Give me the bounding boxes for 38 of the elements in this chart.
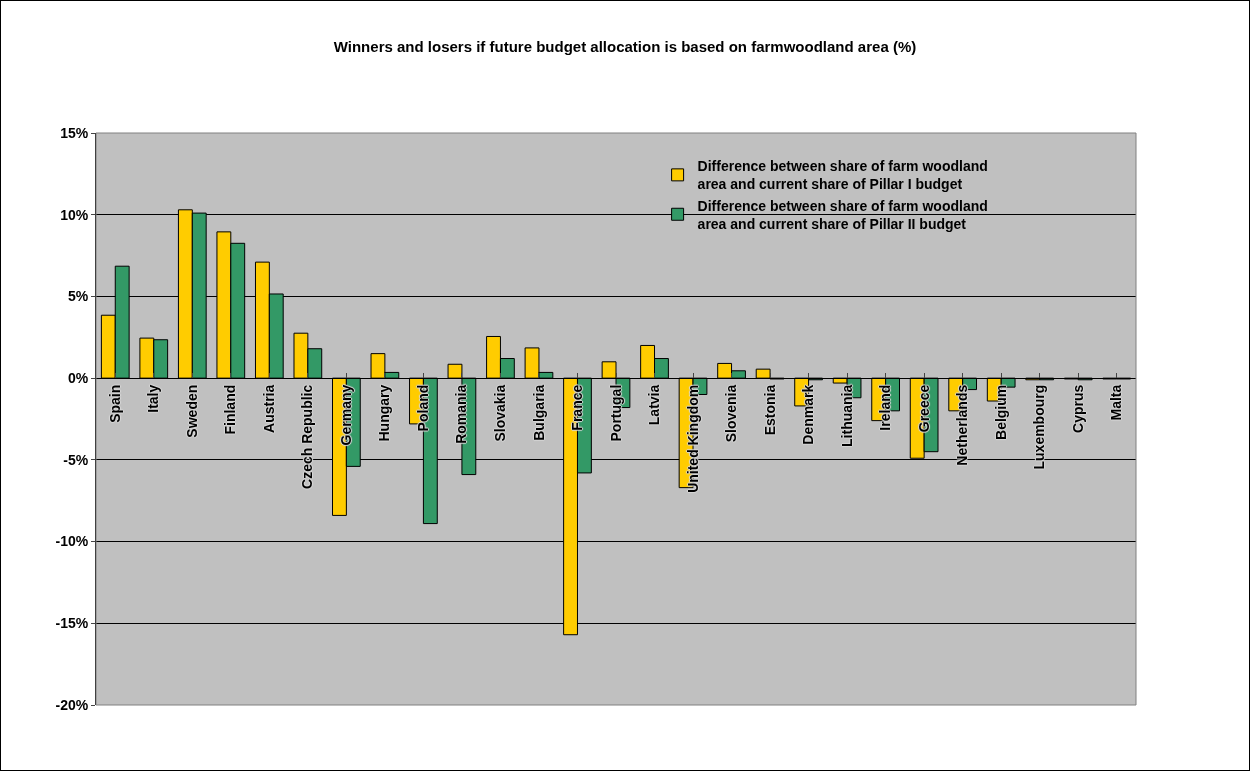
- x-tick-label: Belgium: [992, 384, 1009, 440]
- y-tick-label: -20%: [55, 696, 89, 713]
- y-tick-label: 5%: [67, 288, 89, 305]
- x-tick-label: France: [569, 384, 586, 431]
- y-tick-label: 15%: [60, 124, 89, 141]
- y-tick-label: -5%: [63, 451, 89, 468]
- x-tick-label: Lithuania: [838, 384, 855, 447]
- x-tick-label: Estonia: [761, 384, 778, 436]
- x-tick-label: Czech Republic: [299, 384, 316, 489]
- x-tick-label: Malta: [1108, 384, 1125, 421]
- x-tick-label: Slovenia: [723, 384, 740, 443]
- y-tick-label: 0%: [67, 370, 89, 387]
- x-tick-label: Spain: [106, 384, 123, 423]
- x-tick-label: Bulgaria: [530, 384, 547, 441]
- x-tick-label: Netherlands: [954, 384, 971, 466]
- x-tick-label: Cyprus: [1069, 384, 1086, 433]
- x-tick-label: Denmark: [800, 384, 817, 445]
- x-tick-label: Hungary: [376, 384, 393, 442]
- x-tick-label: Sweden: [183, 384, 200, 438]
- x-tick-label: United Kingdom: [684, 384, 701, 493]
- legend-label: Difference between share of farm woodland area and current share of Pillar I budget: [697, 158, 988, 193]
- x-tick-label: Finland: [222, 384, 239, 435]
- x-tick-label: Ireland: [877, 384, 894, 431]
- x-tick-label: Austria: [260, 384, 277, 433]
- legend-label: Difference between share of farm woodland area and current share of Pillar II budget: [697, 197, 988, 232]
- x-tick-label: Romania: [453, 384, 470, 444]
- x-tick-label: Latvia: [646, 384, 663, 426]
- y-tick-label: -10%: [55, 533, 89, 550]
- y-tick-label: -15%: [55, 615, 89, 632]
- x-tick-label: Slovakia: [491, 384, 508, 442]
- x-tick-label: Luxembourg: [1031, 384, 1048, 470]
- y-tick-label: 10%: [60, 206, 89, 223]
- x-tick-label: Germany: [337, 384, 354, 446]
- x-tick-label: Poland: [414, 384, 431, 432]
- x-tick-label: Greece: [915, 384, 932, 433]
- x-tick-label: Italy: [145, 384, 162, 413]
- x-tick-label: Portugal: [607, 384, 624, 442]
- chart-title: Winners and losers if future budget allocation is based on farmwoodland area (%): [333, 38, 917, 56]
